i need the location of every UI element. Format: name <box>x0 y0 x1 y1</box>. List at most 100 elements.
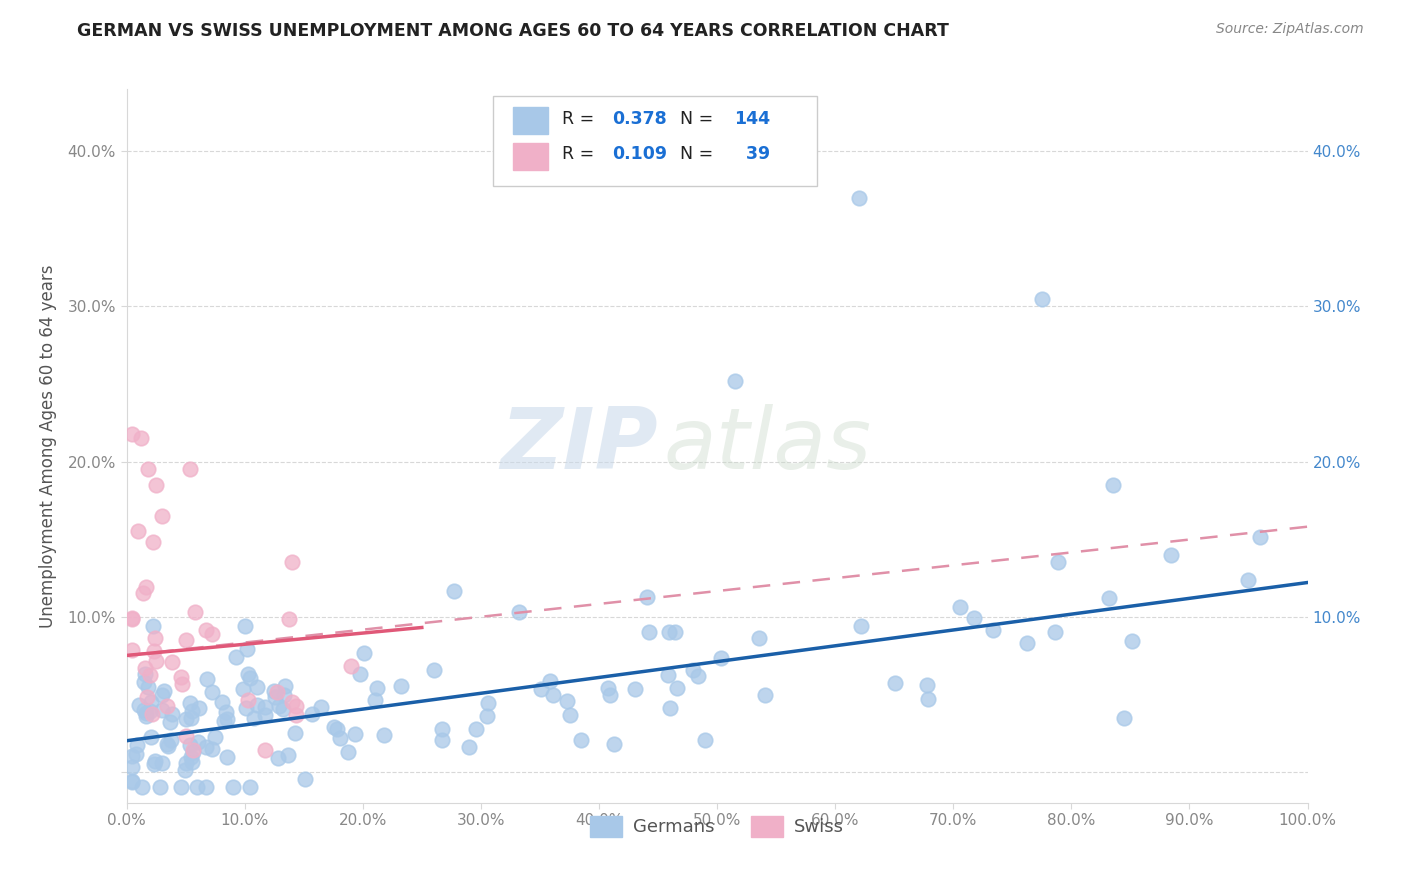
Point <box>603 738 626 752</box>
Point <box>284 726 307 740</box>
Point <box>322 720 344 734</box>
Point <box>638 624 661 639</box>
Point <box>724 374 747 388</box>
Point <box>624 681 647 696</box>
Point <box>281 695 304 709</box>
Point <box>121 612 143 626</box>
Point <box>253 743 276 757</box>
Point <box>141 707 163 722</box>
Point <box>204 730 226 744</box>
Point <box>883 676 905 690</box>
Point <box>121 426 143 441</box>
Point <box>141 535 163 549</box>
Point <box>145 631 167 645</box>
Point <box>134 667 156 681</box>
Point <box>159 715 181 730</box>
Text: R =: R = <box>562 145 600 163</box>
Point <box>139 730 162 744</box>
Point <box>238 693 260 707</box>
Point <box>136 462 159 476</box>
Point <box>281 555 304 569</box>
Point <box>949 599 972 614</box>
Point <box>1098 591 1121 605</box>
Text: atlas: atlas <box>664 404 872 488</box>
Point <box>754 688 776 702</box>
Point <box>464 723 486 737</box>
Point <box>135 690 157 705</box>
Point <box>134 661 156 675</box>
Point <box>184 605 207 619</box>
Point <box>599 688 621 702</box>
Point <box>149 780 172 795</box>
Point <box>139 695 162 709</box>
Point <box>128 698 150 713</box>
Point <box>132 674 155 689</box>
Point <box>253 707 276 722</box>
Point <box>596 681 619 695</box>
Point <box>1237 574 1260 588</box>
Point <box>173 763 195 777</box>
Point <box>170 676 193 690</box>
Point <box>1043 625 1066 640</box>
Point <box>201 685 224 699</box>
Point <box>848 191 870 205</box>
Point <box>181 704 204 718</box>
Point <box>142 644 165 658</box>
Text: 0.378: 0.378 <box>612 110 666 128</box>
Point <box>156 737 179 751</box>
Point <box>134 703 156 717</box>
Point <box>135 706 157 720</box>
Point <box>194 740 217 755</box>
Point <box>253 699 276 714</box>
Point <box>344 726 367 740</box>
Point <box>121 643 143 657</box>
Point <box>152 756 174 771</box>
Point <box>174 756 197 770</box>
Point <box>658 625 681 640</box>
Point <box>150 688 173 702</box>
Point <box>239 671 262 685</box>
Point <box>636 591 658 605</box>
Point <box>693 733 716 747</box>
Point <box>301 706 323 721</box>
Point <box>962 610 984 624</box>
Point <box>225 650 247 665</box>
Point <box>658 700 681 714</box>
Point <box>174 729 197 743</box>
Point <box>294 772 316 786</box>
Point <box>179 462 201 476</box>
Point <box>508 605 530 619</box>
Point <box>349 667 371 681</box>
Point <box>277 747 299 762</box>
Point <box>555 694 578 708</box>
Point <box>530 681 553 696</box>
Point <box>666 681 689 695</box>
Point <box>239 780 262 795</box>
Point <box>217 749 239 764</box>
Point <box>373 728 395 742</box>
Point <box>152 684 174 698</box>
Y-axis label: Unemployment Among Ages 60 to 64 years: Unemployment Among Ages 60 to 64 years <box>38 264 56 628</box>
Point <box>236 641 259 656</box>
Point <box>181 745 204 759</box>
Point <box>981 623 1004 637</box>
Point <box>1112 711 1135 725</box>
Point <box>211 695 233 709</box>
Point <box>187 701 209 715</box>
Point <box>1160 549 1182 563</box>
Point <box>139 704 162 718</box>
FancyBboxPatch shape <box>492 96 817 186</box>
Point <box>127 738 149 752</box>
Point <box>273 702 295 716</box>
Text: 144: 144 <box>734 110 769 128</box>
Point <box>284 707 307 722</box>
Point <box>266 685 288 699</box>
Point <box>143 757 166 772</box>
Point <box>236 666 259 681</box>
Point <box>132 585 155 599</box>
Point <box>246 680 269 694</box>
Point <box>127 524 149 539</box>
Point <box>134 580 156 594</box>
Point <box>155 698 177 713</box>
Point <box>121 611 143 625</box>
